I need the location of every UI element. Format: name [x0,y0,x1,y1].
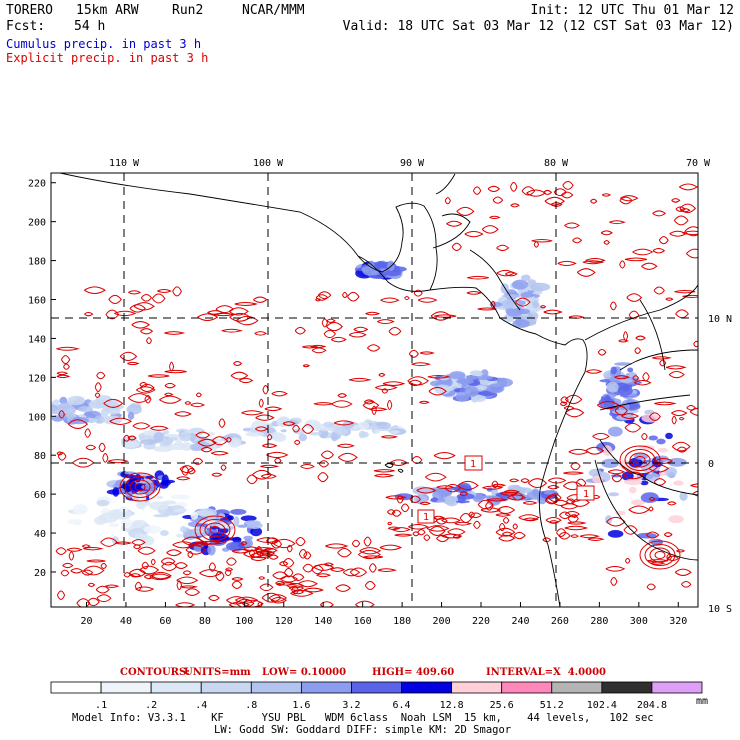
colorbar-label: 25.6 [490,700,514,711]
colorbar-swatch [300,681,352,694]
model-name: TORERO [6,3,53,18]
x-tick-label: 60 [159,616,171,627]
precip-map: 110 W 100 W 90 W 80 W 70 W 10 N 0 10 S 1… [28,158,732,627]
x-tick-label: 40 [120,616,132,627]
contours-units: UNITS=mm [184,667,251,678]
colorbar: .1 .2 .4 .8 1.6 3.2 6.4 12.8 25.6 51.2 102.4 204.8 [50,681,703,711]
y-tick-label: 40 [34,529,46,540]
colorbar-label: 51.2 [540,700,564,711]
colorbar-label: 3.2 [342,700,360,711]
lat-lon-grid [51,173,698,607]
lat-label-0: 0 [708,459,714,470]
x-tick-label: 280 [590,616,608,627]
colorbar-swatch [401,681,453,694]
forecast-label: Fcst: [6,19,46,34]
colorbar-swatch [200,681,252,694]
colorbar-swatch [551,681,603,694]
marker-box: 1 [464,455,483,471]
colorbar-swatch [50,681,102,694]
y-tick-label: 140 [28,334,46,345]
colorbar-swatch [501,681,553,694]
x-tick-label: 160 [354,616,372,627]
model-info: Model Info: V3.3.1 KF YSU PBL WDM 6class… [72,712,654,724]
contours-interval: INTERVAL=X 4.0000 [486,667,606,678]
contours-label: CONTOURS: [120,667,190,678]
x-tick-label: 220 [472,616,490,627]
explicit-contours [55,180,698,607]
legend-explicit: Explicit precip. in past 3 h [6,51,209,65]
run-label: Run2 [172,3,204,18]
colorbar-label: 6.4 [393,700,411,711]
x-tick-label: 20 [80,616,92,627]
colorbar-label: 102.4 [587,700,617,711]
org-label: NCAR/MMM [242,3,305,18]
y-tick-label: 60 [34,490,46,501]
colorbar-swatch [601,681,653,694]
colorbar-label: .1 [95,700,107,711]
colorbar-swatch [451,681,503,694]
y-tick-label: 220 [28,179,46,190]
x-tick-label: 140 [314,616,332,627]
colorbar-label: 1.6 [292,700,310,711]
colorbar-swatch [100,681,152,694]
marker-label: 1 [423,512,429,523]
x-tick-label: 180 [393,616,411,627]
lat-label-10n: 10 N [708,314,732,325]
x-tick-label: 200 [433,616,451,627]
lon-label-80w: 80 W [544,158,569,169]
contours-high: HIGH= 409.60 [372,667,455,678]
colorbar-unit: mm [696,696,709,707]
x-tick-label: 320 [669,616,687,627]
lat-label-10s: 10 S [708,604,732,615]
lon-label-70w: 70 W [686,158,711,169]
x-tick-label: 80 [199,616,211,627]
marker-label: 1 [583,489,589,500]
y-tick-label: 20 [34,568,46,579]
colorbar-label: 12.8 [440,700,464,711]
colorbar-swatch [150,681,202,694]
x-tick-label: 100 [235,616,253,627]
colorbar-swatch [250,681,302,694]
y-tick-label: 100 [28,412,46,423]
lon-label-100w: 100 W [253,158,284,169]
x-tick-label: 120 [275,616,293,627]
y-tick-label: 180 [28,257,46,268]
colorbar-label: .8 [245,700,257,711]
valid-time: Valid: 18 UTC Sat 03 Mar 12 (12 CST Sat … [342,19,734,34]
colorbar-label: .4 [195,700,207,711]
lon-label-90w: 90 W [400,158,425,169]
marker-box: 1 [576,485,595,501]
y-tick-label: 120 [28,373,46,384]
colorbar-label: 204.8 [637,700,667,711]
x-tick-label: 240 [511,616,529,627]
x-tick-label: 260 [551,616,569,627]
colorbar-swatch [351,681,402,694]
y-tick-label: 200 [28,218,46,229]
contours-low: LOW= 0.10000 [262,667,347,678]
colorbar-swatch [651,681,703,694]
lon-label-110w: 110 W [109,158,140,169]
y-tick-label: 160 [28,296,46,307]
precip-shading [51,260,688,556]
model-physics: LW: Godd SW: Goddard DIFF: simple KM: 2D… [214,724,512,736]
y-tick-label: 80 [34,451,46,462]
model-resolution: 15km ARW [76,3,139,18]
legend-cumulus: Cumulus precip. in past 3 h [6,37,202,51]
marker-label: 1 [470,459,476,470]
x-tick-label: 300 [630,616,648,627]
marker-box: 1 [417,509,435,524]
forecast-hours: 54 h [74,19,106,34]
colorbar-label: .2 [145,700,157,711]
init-time: Init: 12 UTC Thu 01 Mar 12 [530,3,735,18]
coastline [59,173,698,607]
